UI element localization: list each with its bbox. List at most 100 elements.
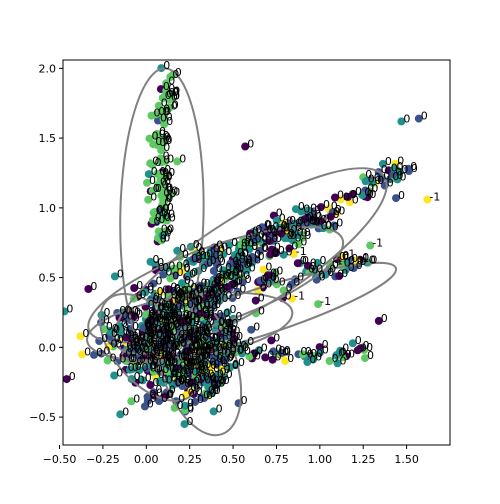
point-label: 0: [189, 310, 196, 323]
point-label: 0: [155, 323, 162, 336]
point-label: 0: [169, 332, 176, 345]
point-label: 0: [219, 282, 226, 295]
cluster-ellipses: [86, 67, 398, 437]
point-label: 0: [191, 252, 198, 265]
point-label: 0: [310, 201, 317, 214]
point-label: 0: [368, 172, 375, 185]
point-label: 0: [222, 292, 229, 305]
point-label: 0: [224, 270, 231, 283]
point-label: 0: [162, 349, 169, 362]
point-label: 0: [185, 314, 192, 327]
point-label: 0: [161, 392, 168, 405]
point-label: 0: [214, 384, 221, 397]
data-point: [404, 164, 413, 173]
point-label: 0: [167, 201, 174, 214]
data-point: [247, 325, 256, 334]
point-label: 0: [172, 86, 179, 99]
point-label: 0: [252, 225, 259, 238]
point-label: 0: [190, 381, 197, 394]
point-label: 0: [147, 281, 154, 294]
point-label: 0: [234, 330, 241, 343]
point-label: 0: [163, 105, 170, 118]
point-label: 0: [258, 250, 265, 263]
data-point: [126, 365, 134, 374]
point-label: 0: [157, 301, 164, 314]
point-label: 0: [182, 309, 189, 322]
point-label: 0: [145, 371, 152, 384]
point-label: 0: [162, 329, 169, 342]
point-label: 0: [204, 344, 211, 357]
point-label: 0: [148, 298, 155, 311]
point-label: 0: [255, 223, 262, 236]
point-label: 0: [174, 293, 181, 306]
point-label: 0: [200, 335, 207, 348]
point-label: 0: [163, 317, 170, 330]
point-label: 0: [374, 174, 381, 187]
point-label: 0: [355, 185, 362, 198]
point-label: 0: [179, 360, 186, 373]
point-label: 0: [237, 344, 244, 357]
point-label: 0: [228, 351, 235, 364]
point-label: 0: [162, 337, 169, 350]
point-label: 0: [189, 358, 196, 371]
data-point: [343, 192, 352, 201]
data-point: [267, 245, 276, 254]
data-point: [139, 324, 148, 332]
point-label: 0: [187, 331, 194, 344]
point-label: 0: [207, 292, 214, 305]
point-label: 0: [163, 171, 170, 184]
data-point: [130, 284, 139, 292]
point-label: 0: [226, 338, 233, 351]
point-label: 0: [185, 331, 192, 344]
point-label: 0: [360, 341, 367, 354]
point-label: 0: [155, 308, 162, 321]
point-label: 0: [355, 334, 362, 347]
point-label: 0: [310, 260, 317, 273]
point-label: 0: [69, 370, 76, 383]
point-label: 0: [123, 325, 130, 338]
point-label: 0: [202, 350, 209, 363]
point-label: 0: [154, 107, 161, 120]
data-point: [333, 359, 342, 368]
point-label: 0: [266, 223, 273, 236]
point-label: 0: [166, 134, 173, 147]
point-label: 0: [125, 347, 132, 360]
point-label: 0: [219, 376, 226, 389]
point-label: 0: [195, 295, 202, 308]
point-label: 0: [247, 237, 254, 250]
point-label: 0: [103, 314, 110, 327]
point-label: 0: [398, 189, 405, 202]
point-label: 0: [177, 332, 184, 345]
point-label: 0: [173, 85, 180, 98]
point-label: 0: [193, 312, 200, 325]
point-label: 0: [320, 213, 327, 226]
point-label: 0: [245, 273, 252, 286]
point-label: 0: [218, 374, 225, 387]
point-label: 0: [159, 321, 166, 334]
point-label: 0: [189, 343, 196, 356]
data-point: [245, 352, 254, 361]
point-label: 0: [228, 269, 235, 282]
point-label: 0: [350, 188, 357, 201]
data-point: [154, 101, 163, 110]
point-label: 0: [219, 255, 226, 268]
point-label: 0: [168, 344, 175, 357]
point-label: 0: [151, 332, 158, 345]
point-label: 0: [234, 276, 241, 289]
point-label: 0: [136, 355, 143, 368]
point-label: 0: [364, 186, 371, 199]
data-point: [269, 347, 278, 356]
point-label: 0: [165, 298, 172, 311]
point-label: 0: [186, 322, 193, 335]
data-point: [237, 241, 246, 250]
point-label: 0: [160, 229, 167, 242]
data-point: [368, 178, 377, 187]
point-label: 0: [167, 328, 174, 341]
point-label: 0: [302, 254, 309, 267]
point-label: 0: [155, 312, 162, 325]
point-label: 0: [178, 375, 185, 388]
data-point: [261, 353, 270, 362]
point-label: 0: [205, 290, 212, 303]
point-label: 0: [185, 374, 192, 387]
